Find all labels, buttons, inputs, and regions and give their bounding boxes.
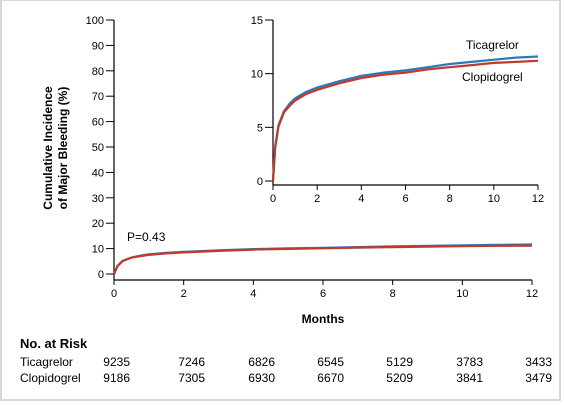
main-x-tick-label: 0: [111, 288, 117, 300]
risk-value: 3479: [525, 371, 552, 385]
main-y-tick-label: 70: [92, 91, 104, 103]
main-y-tick-label: 30: [92, 193, 104, 205]
inset-x-tick-label: 12: [532, 193, 544, 205]
risk-value: 3433: [525, 355, 552, 369]
inset-y-tick-label: 15: [251, 15, 263, 27]
main-y-tick-label: 20: [92, 218, 104, 230]
main-y-tick-label: 60: [92, 117, 104, 129]
risk-row-label: Clopidogrel: [20, 371, 81, 385]
p-value-annotation: P=0.43: [127, 230, 166, 244]
main-x-tick-label: 2: [181, 288, 187, 300]
kaplan-meier-chart: 0 10 20 30 40 50 60 70 80 90 100 0 2 4 6 8 10 12 0 5 10 15 0 2…: [41, 15, 544, 326]
main-line-clopidogrel: [112, 244, 533, 275]
inset-y-tick-label: 0: [257, 176, 263, 188]
risk-value: 3783: [456, 355, 483, 369]
risk-value: 7246: [178, 355, 205, 369]
risk-value: 6826: [248, 355, 275, 369]
main-x-tick-label: 4: [250, 288, 256, 300]
main-y-tick-label: 10: [92, 244, 104, 256]
main-y-tick-label: 0: [98, 269, 104, 281]
y-axis-label-line-2: of Major Bleeding (%): [56, 87, 70, 210]
inset-y-tick-label: 10: [251, 69, 263, 81]
inset-x-tick-label: 10: [488, 193, 500, 205]
main-x-tick-label: 10: [456, 288, 468, 300]
risk-row-label: Ticagrelor: [20, 355, 73, 369]
inset-axes: 0 5 10 15 0 2 4 6 8 10 12: [251, 15, 544, 205]
inset-series-lines: [271, 55, 539, 182]
main-series-lines: [112, 243, 533, 275]
inset-x-tick-label: 4: [358, 193, 364, 205]
inset-x-tick-label: 2: [314, 193, 320, 205]
risk-row-ticagrelor: Ticagrelor 9235 7246 6826 6545 5129 3783…: [0, 355, 561, 371]
risk-value: 6930: [248, 371, 275, 385]
inset-label-clopidogrel: Clopidogrel: [462, 70, 523, 84]
risk-value: 7305: [178, 371, 205, 385]
main-x-tick-label: 8: [390, 288, 396, 300]
main-x-tick-label: 6: [320, 288, 326, 300]
inset-x-tick-label: 6: [402, 193, 408, 205]
risk-value: 9186: [103, 371, 130, 385]
main-y-tick-label: 40: [92, 167, 104, 179]
inset-line-clopidogrel: [271, 59, 539, 182]
inset-label-ticagrelor: Ticagrelor: [466, 38, 519, 52]
risk-row-clopidogrel: Clopidogrel 9186 7305 6930 6670 5209 384…: [0, 371, 561, 387]
risk-value: 9235: [103, 355, 130, 369]
risk-value: 5209: [386, 371, 413, 385]
main-y-tick-label: 100: [86, 15, 104, 27]
main-x-tick-label: 12: [526, 288, 538, 300]
inset-x-tick-label: 8: [447, 193, 453, 205]
main-y-tick-label: 90: [92, 40, 104, 52]
risk-table-title: No. at Risk: [20, 336, 88, 351]
y-axis-label-line-1: Cumulative Incidence: [41, 86, 55, 210]
x-axis-label: Months: [302, 312, 345, 326]
main-y-tick-label: 80: [92, 66, 104, 78]
risk-value: 5129: [386, 355, 413, 369]
risk-value: 6670: [317, 371, 344, 385]
inset-y-tick-label: 5: [257, 122, 263, 134]
risk-value: 6545: [317, 355, 344, 369]
risk-value: 3841: [456, 371, 483, 385]
inset-x-tick-label: 0: [270, 193, 276, 205]
main-y-tick-label: 50: [92, 142, 104, 154]
